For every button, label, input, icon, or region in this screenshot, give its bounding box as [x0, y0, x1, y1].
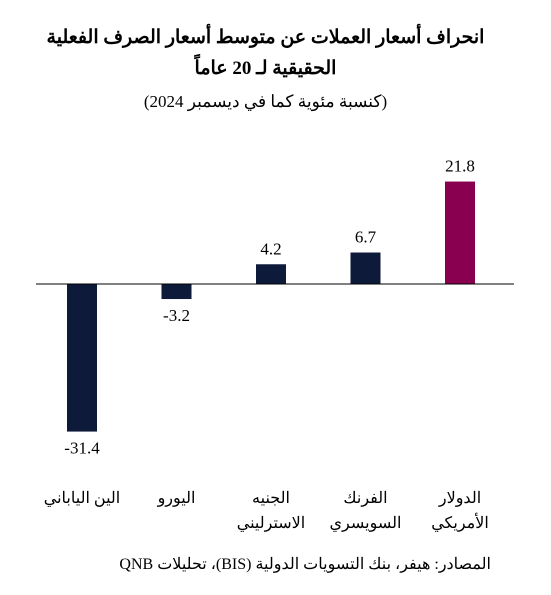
- category-label: الجنيه: [252, 490, 290, 507]
- category-label: اليورو: [157, 490, 196, 507]
- bar: [256, 264, 286, 284]
- category-label: الأمريكي: [431, 513, 489, 532]
- data-label: 4.2: [260, 239, 281, 258]
- bar: [350, 252, 381, 284]
- chart-title-line-2: الحقيقية لـ 20 عاماً: [194, 58, 337, 79]
- data-label: -3.2: [163, 306, 190, 325]
- bar: [445, 181, 475, 284]
- bar: [67, 284, 97, 432]
- chart-subtitle: (كنسبة مئوية كما في ديسمبر 2024): [143, 92, 388, 111]
- data-label: 6.7: [355, 228, 377, 247]
- source-note: المصادر: هيفر، بنك التسويات الدولية (BIS…: [119, 556, 491, 573]
- category-label: الفرنك: [343, 490, 387, 507]
- chart-title-line-1: انحراف أسعار العملات عن متوسط أسعار الصر…: [46, 27, 485, 48]
- bar: [161, 284, 192, 300]
- category-label: السويسري: [330, 515, 402, 532]
- data-label: -31.4: [64, 439, 100, 458]
- bar-chart: -31.4 الين الياباني -3.2 اليورو 4.2 الجنيه الا…: [36, 157, 514, 532]
- category-label: الدولار: [438, 490, 481, 507]
- data-label: 21.8: [445, 157, 475, 176]
- category-label: الاسترليني: [237, 515, 306, 532]
- category-label: الين الياباني: [44, 490, 120, 507]
